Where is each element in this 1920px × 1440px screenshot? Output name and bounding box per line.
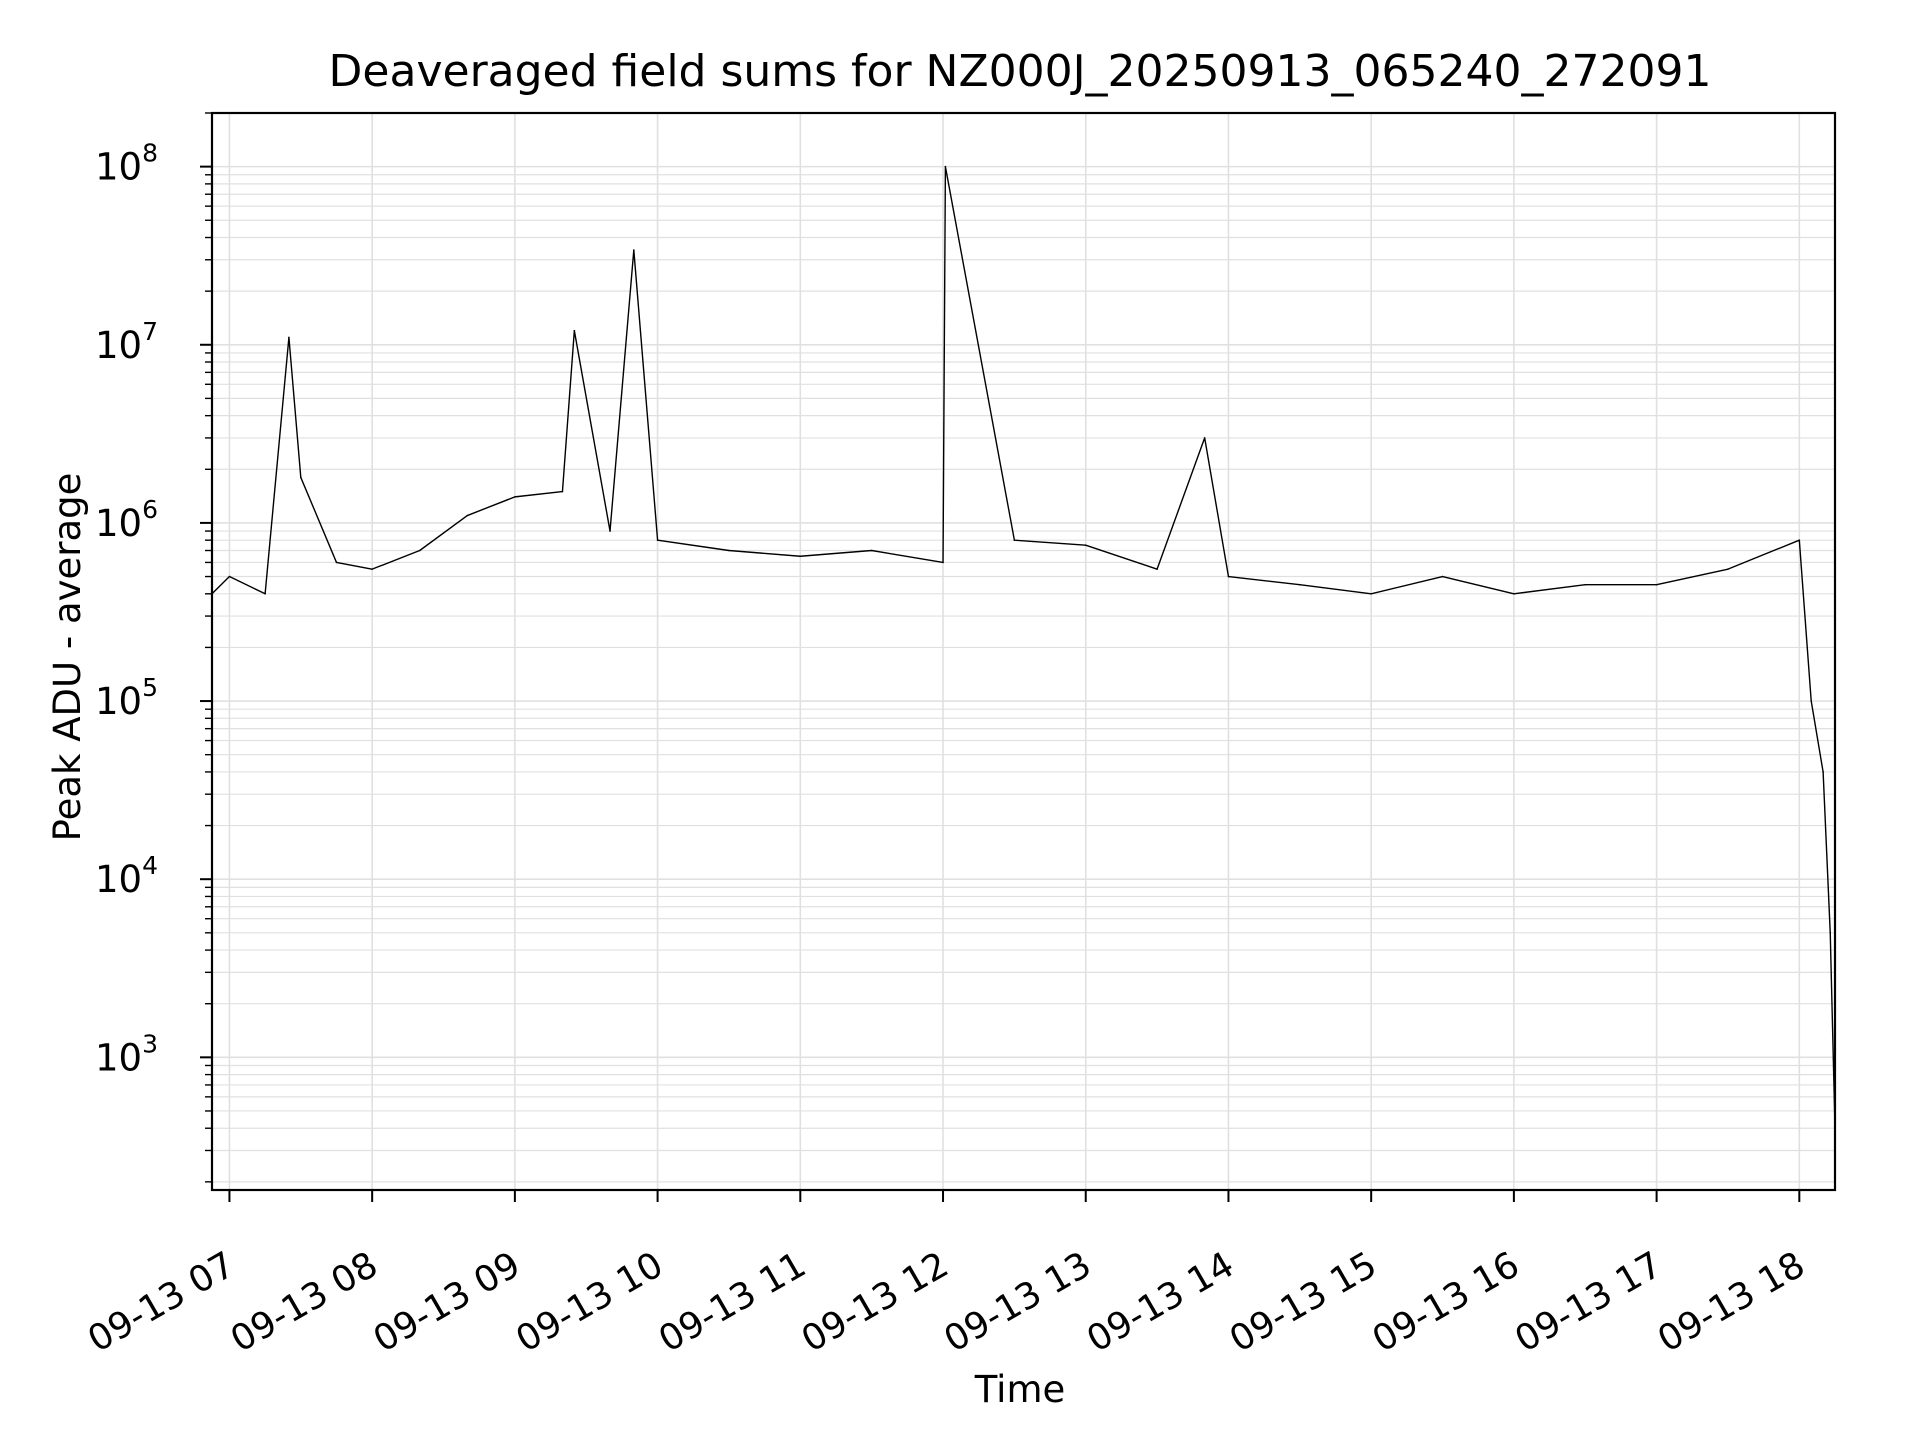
data-point bbox=[944, 165, 947, 168]
data-point bbox=[466, 514, 469, 517]
data-point bbox=[300, 476, 302, 479]
x-axis-label: Time bbox=[974, 1368, 1066, 1411]
data-point bbox=[1822, 771, 1824, 773]
data-point bbox=[264, 593, 266, 595]
data-point bbox=[799, 555, 802, 558]
data-point bbox=[1829, 932, 1832, 934]
data-point bbox=[1810, 700, 1813, 702]
chart-title: Deaveraged field sums for NZ000J_2025091… bbox=[329, 46, 1712, 97]
data-point bbox=[1084, 544, 1087, 546]
y-tick-label: 106 bbox=[95, 495, 158, 545]
data-point bbox=[573, 329, 576, 332]
y-axis-label: Peak ADU - average bbox=[46, 473, 89, 842]
data-point bbox=[1299, 583, 1301, 586]
data-point bbox=[1727, 568, 1729, 570]
data-point bbox=[1584, 583, 1587, 586]
y-tick-label: 108 bbox=[95, 139, 158, 189]
data-point bbox=[656, 539, 659, 541]
plot-frame bbox=[210, 111, 1837, 1192]
y-tick-label: 103 bbox=[95, 1029, 158, 1079]
data-point bbox=[1203, 437, 1206, 439]
data-point bbox=[1013, 539, 1016, 541]
y-tick-label: 107 bbox=[95, 317, 158, 367]
data-layer bbox=[211, 165, 1836, 1130]
data-point bbox=[1441, 575, 1444, 578]
data-point bbox=[1156, 568, 1158, 570]
data-point bbox=[1227, 575, 1230, 578]
data-point bbox=[1655, 583, 1658, 586]
y-tick-label: 105 bbox=[95, 673, 158, 723]
grid-layer bbox=[212, 112, 1835, 1190]
data-point bbox=[228, 575, 231, 578]
data-point bbox=[633, 249, 635, 251]
data-point bbox=[514, 496, 516, 498]
data-point bbox=[371, 568, 373, 570]
data-point bbox=[418, 549, 421, 552]
data-point bbox=[728, 549, 730, 552]
data-point bbox=[609, 530, 611, 532]
data-point bbox=[870, 549, 873, 552]
data-point bbox=[335, 561, 338, 564]
data-point bbox=[561, 490, 564, 493]
data-point bbox=[288, 336, 290, 339]
data-point bbox=[1370, 593, 1372, 595]
data-point bbox=[942, 561, 944, 564]
data-point bbox=[1513, 593, 1515, 595]
y-tick-label: 104 bbox=[95, 851, 158, 901]
data-point bbox=[1798, 539, 1801, 541]
